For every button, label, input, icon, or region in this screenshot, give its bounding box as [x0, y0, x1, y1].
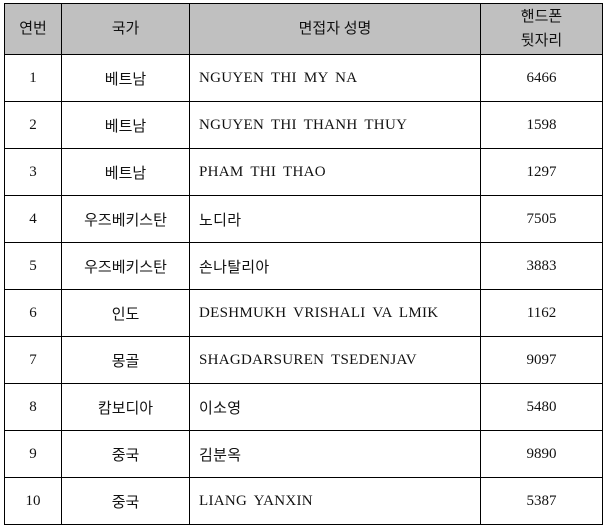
cell-country: 베트남: [61, 54, 190, 102]
header-no: 연번: [4, 3, 62, 55]
cell-phone: 1162: [480, 289, 603, 337]
table-row: 2 베트남 NGUYEN THI THANH THUY 1598: [4, 101, 603, 149]
header-phone-line2: 뒷자리: [520, 33, 563, 49]
cell-name: SHAGDARSUREN TSEDENJAV: [189, 336, 481, 384]
cell-name: PHAM THI THAO: [189, 148, 481, 196]
cell-country: 캄보디아: [61, 383, 190, 431]
table-row: 1 베트남 NGUYEN THI MY NA 6466: [4, 54, 603, 102]
cell-country: 몽골: [61, 336, 190, 384]
cell-no: 8: [4, 383, 62, 431]
cell-name: NGUYEN THI THANH THUY: [189, 101, 481, 149]
cell-no: 6: [4, 289, 62, 337]
cell-country: 베트남: [61, 101, 190, 149]
table-row: 6 인도 DESHMUKH VRISHALI VA LMIK 1162: [4, 289, 603, 337]
cell-name: DESHMUKH VRISHALI VA LMIK: [189, 289, 481, 337]
cell-name: 김분옥: [189, 430, 481, 478]
cell-country: 중국: [61, 477, 190, 525]
cell-no: 7: [4, 336, 62, 384]
cell-country: 우즈베키스탄: [61, 242, 190, 290]
header-phone-line1: 핸드폰: [520, 9, 563, 25]
cell-no: 10: [4, 477, 62, 525]
cell-phone: 9890: [480, 430, 603, 478]
table-row: 10 중국 LIANG YANXIN 5387: [4, 477, 603, 525]
cell-phone: 7505: [480, 195, 603, 243]
cell-no: 5: [4, 242, 62, 290]
table-row: 3 베트남 PHAM THI THAO 1297: [4, 148, 603, 196]
table-row: 4 우즈베키스탄 노디라 7505: [4, 195, 603, 243]
cell-phone: 9097: [480, 336, 603, 384]
cell-name: 이소영: [189, 383, 481, 431]
table-row: 5 우즈베키스탄 손나탈리아 3883: [4, 242, 603, 290]
cell-name: 노디라: [189, 195, 481, 243]
header-row: 연번 국가 면접자 성명 핸드폰 뒷자리: [4, 3, 603, 55]
table-row: 7 몽골 SHAGDARSUREN TSEDENJAV 9097: [4, 336, 603, 384]
cell-no: 3: [4, 148, 62, 196]
cell-phone: 5480: [480, 383, 603, 431]
cell-name: 손나탈리아: [189, 242, 481, 290]
cell-country: 중국: [61, 430, 190, 478]
cell-no: 2: [4, 101, 62, 149]
header-name: 면접자 성명: [189, 3, 481, 55]
cell-phone: 3883: [480, 242, 603, 290]
interviewee-table: 연번 국가 면접자 성명 핸드폰 뒷자리 1 베트남 NGUYEN THI MY N…: [4, 3, 603, 525]
cell-phone: 1297: [480, 148, 603, 196]
cell-country: 우즈베키스탄: [61, 195, 190, 243]
table-row: 9 중국 김분옥 9890: [4, 430, 603, 478]
table-row: 8 캄보디아 이소영 5480: [4, 383, 603, 431]
cell-country: 베트남: [61, 148, 190, 196]
cell-no: 4: [4, 195, 62, 243]
header-phone: 핸드폰 뒷자리: [480, 3, 603, 55]
cell-phone: 6466: [480, 54, 603, 102]
cell-phone: 1598: [480, 101, 603, 149]
cell-name: LIANG YANXIN: [189, 477, 481, 525]
cell-name: NGUYEN THI MY NA: [189, 54, 481, 102]
cell-phone: 5387: [480, 477, 603, 525]
cell-country: 인도: [61, 289, 190, 337]
cell-no: 1: [4, 54, 62, 102]
cell-no: 9: [4, 430, 62, 478]
header-country: 국가: [61, 3, 190, 55]
